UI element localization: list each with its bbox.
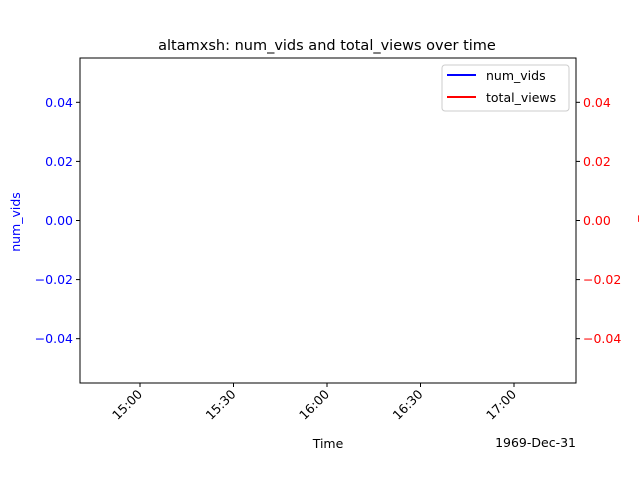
right-tick-label: 0.02	[583, 154, 611, 169]
right-y-axis: 0.04 0.02 0.00 −0.02 −0.04	[576, 95, 621, 346]
chart-title: altamxsh: num_vids and total_views over …	[158, 38, 496, 54]
left-axis-label: num_vids	[8, 192, 23, 252]
x-axis-offset-label: 1969-Dec-31	[495, 435, 576, 450]
left-tick-label: 0.00	[45, 213, 73, 228]
left-tick-label: −0.02	[35, 272, 73, 287]
left-tick-label: 0.02	[45, 154, 73, 169]
right-tick-label: 0.04	[583, 95, 611, 110]
legend-frame	[441, 64, 570, 112]
legend: num_vids total_views	[441, 64, 570, 112]
left-tick-label: −0.04	[35, 331, 73, 346]
right-axis-label: total_views	[638, 187, 640, 257]
x-axis-label: Time	[312, 436, 344, 451]
legend-label-total-views: total_views	[486, 90, 556, 105]
legend-label-num-vids: num_vids	[486, 68, 546, 83]
right-tick-label: −0.02	[583, 272, 621, 287]
right-tick-label: 0.00	[583, 213, 611, 228]
left-tick-label: 0.04	[45, 95, 73, 110]
right-tick-label: −0.04	[583, 331, 621, 346]
left-y-axis: 0.04 0.02 0.00 −0.02 −0.04	[35, 95, 80, 346]
